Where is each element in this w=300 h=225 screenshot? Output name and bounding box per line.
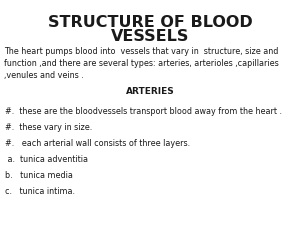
Text: #.  these are the bloodvessels transport blood away from the heart .: #. these are the bloodvessels transport … bbox=[5, 107, 282, 116]
Text: VESSELS: VESSELS bbox=[111, 29, 189, 44]
Text: STRUCTURE OF BLOOD: STRUCTURE OF BLOOD bbox=[48, 15, 252, 30]
Text: c.   tunica intima.: c. tunica intima. bbox=[5, 187, 75, 196]
Text: #.   each arterial wall consists of three layers.: #. each arterial wall consists of three … bbox=[5, 139, 190, 148]
Text: #.  these vary in size.: #. these vary in size. bbox=[5, 123, 92, 132]
Text: a.  tunica adventitia: a. tunica adventitia bbox=[5, 155, 88, 164]
Text: b.   tunica media: b. tunica media bbox=[5, 171, 73, 180]
Text: The heart pumps blood into  vessels that vary in  structure, size and
function ,: The heart pumps blood into vessels that … bbox=[4, 47, 279, 80]
Text: ARTERIES: ARTERIES bbox=[126, 87, 174, 96]
